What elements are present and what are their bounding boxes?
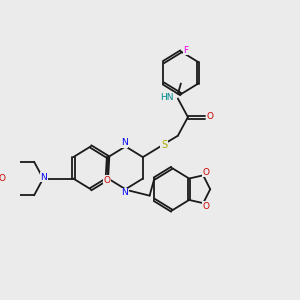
Text: F: F [183,46,188,55]
Text: O: O [206,112,213,121]
Text: S: S [161,140,167,150]
Text: N: N [121,188,128,197]
Text: O: O [0,174,5,183]
Text: N: N [121,138,128,147]
Text: O: O [202,202,209,211]
Text: N: N [40,172,47,182]
Text: O: O [103,176,110,185]
Text: O: O [202,168,209,177]
Text: HN: HN [160,92,173,101]
